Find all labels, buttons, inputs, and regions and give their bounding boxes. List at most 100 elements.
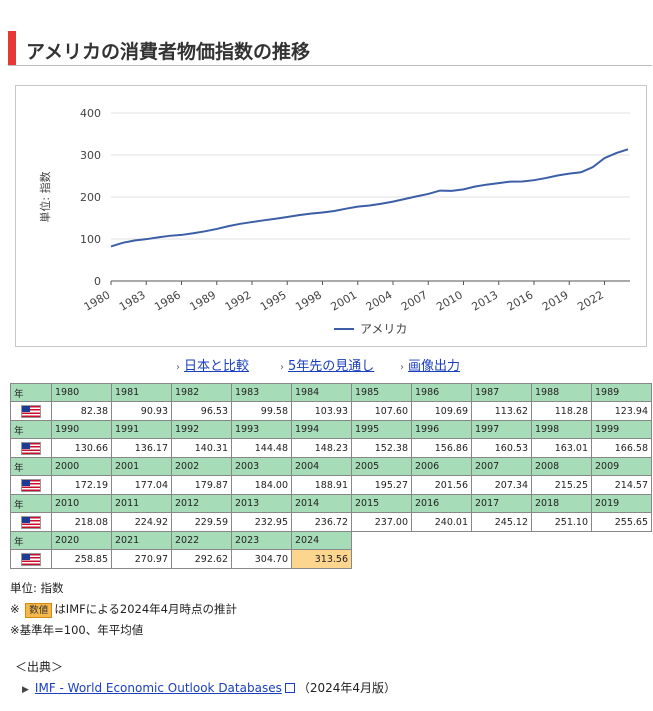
year-cell: 2003 xyxy=(231,457,292,476)
year-cell: 1995 xyxy=(351,420,412,439)
empty-cell xyxy=(531,531,592,550)
year-cell: 1984 xyxy=(291,383,352,402)
five-year-outlook-link[interactable]: › 5年先の見通し xyxy=(280,355,374,374)
year-row: 年 2010 2011 2012 2013 2014 2015 2016 2017 2018 201… xyxy=(10,494,652,513)
x-tick-label: 1995 xyxy=(258,288,289,313)
value-cell: 166.58 xyxy=(591,438,652,458)
year-cell: 2007 xyxy=(471,457,532,476)
value-cell: 224.92 xyxy=(111,512,172,532)
year-header-cell: 年 xyxy=(10,383,52,402)
x-tick-label: 2001 xyxy=(329,288,360,313)
value-cell: 172.19 xyxy=(51,475,112,495)
empty-cell xyxy=(411,531,472,550)
year-cell: 1999 xyxy=(591,420,652,439)
chart-container: 0 100 200 300 400 1980 1983 1986 1989 1992 1995 199… xyxy=(15,85,647,347)
value-cell: 99.58 xyxy=(231,401,292,421)
chevron-right-icon: › xyxy=(280,362,284,373)
value-cell: 188.91 xyxy=(291,475,352,495)
year-row: 年 2000 2001 2002 2003 2004 2005 2006 2007 2008 200… xyxy=(10,457,652,476)
value-row: 218.08 224.92 229.59 232.95 236.72 237.00 240.… xyxy=(10,512,652,532)
value-cell: 118.28 xyxy=(531,401,592,421)
year-cell: 1994 xyxy=(291,420,352,439)
y-tick-label: 300 xyxy=(80,149,101,162)
y-tick-label: 100 xyxy=(80,233,101,246)
value-cell: 82.38 xyxy=(51,401,112,421)
year-cell: 2021 xyxy=(111,531,172,550)
year-cell: 1986 xyxy=(411,383,472,402)
year-row: 年 1990 1991 1992 1993 1994 1995 1996 1997 1998 199… xyxy=(10,420,652,439)
value-cell: 218.08 xyxy=(51,512,112,532)
x-tick-label: 1989 xyxy=(188,288,219,313)
year-cell: 2002 xyxy=(171,457,232,476)
value-cell: 156.86 xyxy=(411,438,472,458)
value-cell: 240.01 xyxy=(411,512,472,532)
year-cell: 1998 xyxy=(531,420,592,439)
year-header-cell: 年 xyxy=(10,457,52,476)
x-tick-label: 2016 xyxy=(505,288,536,313)
estimate-note-prefix: ※ xyxy=(10,602,20,616)
year-cell: 2014 xyxy=(291,494,352,513)
value-cell: 255.65 xyxy=(591,512,652,532)
x-tick-label: 2022 xyxy=(575,288,606,313)
y-tick-label: 200 xyxy=(80,191,101,204)
value-cell: 207.34 xyxy=(471,475,532,495)
value-cell: 103.93 xyxy=(291,401,352,421)
year-cell: 2022 xyxy=(171,531,232,550)
image-export-link[interactable]: › 画像出力 xyxy=(400,355,460,374)
value-cell: 113.62 xyxy=(471,401,532,421)
year-cell: 1980 xyxy=(51,383,112,402)
x-tick-label: 1992 xyxy=(223,288,254,313)
value-cell: 136.17 xyxy=(111,438,172,458)
value-cell: 258.85 xyxy=(51,549,112,569)
notes: 単位: 指数 ※ 数値 はIMFによる2024年4月時点の推計 ※基準年=100、… xyxy=(10,578,237,641)
x-tick-label: 1983 xyxy=(117,288,148,313)
cpi-line-chart: 0 100 200 300 400 1980 1983 1986 1989 1992 1995 199… xyxy=(38,107,630,336)
x-tick-label: 2013 xyxy=(470,288,501,313)
empty-cell xyxy=(411,549,472,569)
value-cell: 229.59 xyxy=(171,512,232,532)
us-flag-icon xyxy=(21,478,41,492)
cpi-data-table: 年 1980 1981 1982 1983 1984 1985 1986 1987 1988 198… xyxy=(10,383,652,569)
year-cell: 2024 xyxy=(291,531,352,550)
imf-weo-link[interactable]: IMF - World Economic Outlook Databases xyxy=(34,681,282,695)
x-tick-label: 2007 xyxy=(399,288,430,313)
empty-cell xyxy=(351,531,412,550)
five-year-outlook-link-label: 5年先の見通し xyxy=(288,359,375,374)
us-flag-icon xyxy=(21,552,41,566)
year-cell: 2001 xyxy=(111,457,172,476)
year-cell: 2020 xyxy=(51,531,112,550)
value-cell: 215.25 xyxy=(531,475,592,495)
compare-japan-link-label: 日本と比較 xyxy=(184,359,250,374)
year-cell: 1990 xyxy=(51,420,112,439)
value-cell: 245.12 xyxy=(471,512,532,532)
estimate-note: ※ 数値 はIMFによる2024年4月時点の推計 xyxy=(10,599,237,620)
year-row: 年 2020 2021 2022 2023 2024 xyxy=(10,531,652,550)
year-cell: 2015 xyxy=(351,494,412,513)
year-cell: 2006 xyxy=(411,457,472,476)
x-tick-label: 2019 xyxy=(540,288,571,313)
x-tick-label: 1980 xyxy=(82,288,113,313)
us-flag-icon xyxy=(21,515,41,529)
country-flag-cell xyxy=(10,401,52,421)
compare-japan-link[interactable]: › 日本と比較 xyxy=(176,355,249,374)
chart-links: › 日本と比較 › 5年先の見通し › 画像出力 xyxy=(0,355,653,375)
chevron-right-icon: › xyxy=(176,362,180,373)
empty-cell xyxy=(471,531,532,550)
value-cell: 96.53 xyxy=(171,401,232,421)
external-link-icon xyxy=(284,683,295,693)
year-cell: 2018 xyxy=(531,494,592,513)
year-header-cell: 年 xyxy=(10,494,52,513)
year-cell: 1993 xyxy=(231,420,292,439)
y-axis-label: 単位: 指数 xyxy=(38,171,52,222)
page-heading: アメリカの消費者物価指数の推移 xyxy=(8,31,652,66)
year-cell: 2023 xyxy=(231,531,292,550)
heading-accent-bar xyxy=(8,31,16,65)
value-cell: 214.57 xyxy=(591,475,652,495)
year-cell: 1983 xyxy=(231,383,292,402)
source-line: ▶ IMF - World Economic Outlook Databases （… xyxy=(22,679,396,696)
legend-label: アメリカ xyxy=(360,322,407,336)
unit-note: 単位: 指数 xyxy=(10,581,64,595)
x-tick-label: 1986 xyxy=(152,288,183,313)
year-cell: 2013 xyxy=(231,494,292,513)
value-cell: 152.38 xyxy=(351,438,412,458)
